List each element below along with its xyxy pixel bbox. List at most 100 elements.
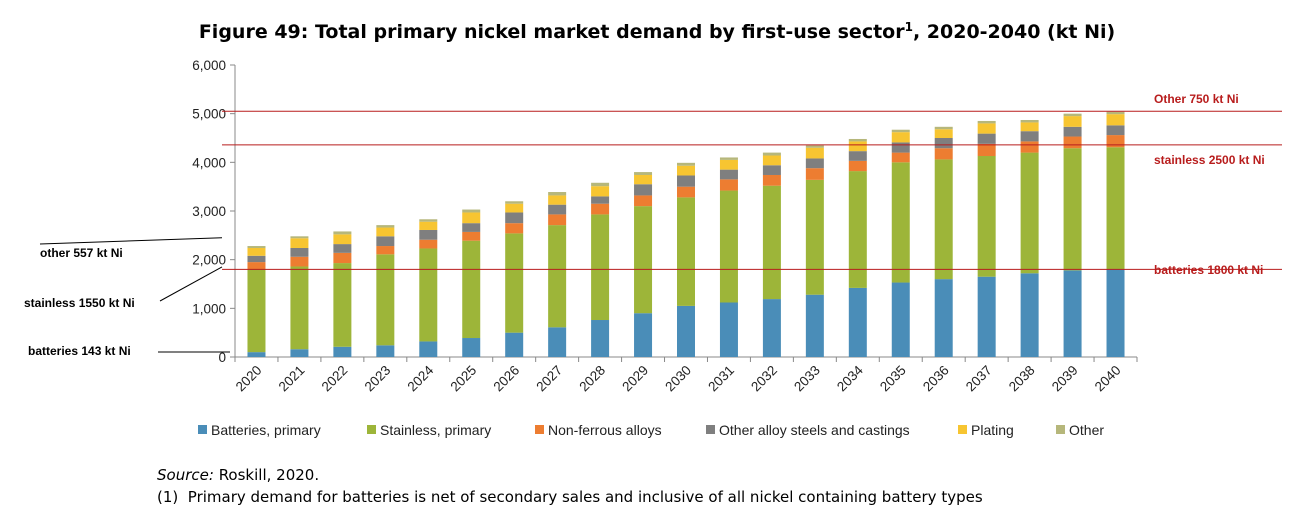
legend-label: Plating — [971, 422, 1014, 438]
bar-segment — [462, 338, 481, 357]
bar-segment — [591, 320, 610, 357]
bar-segment — [634, 174, 653, 185]
chart-title-suffix: , 2020-2040 (kt Ni) — [913, 21, 1115, 43]
bar-segment — [805, 145, 824, 148]
x-tick-label: 2027 — [533, 363, 565, 395]
bar-segment — [634, 195, 653, 207]
bar-segment — [1106, 114, 1125, 126]
bar-segment — [462, 223, 481, 232]
bar-segment — [1020, 131, 1039, 142]
bar-segment — [548, 225, 567, 328]
y-tick-label: 0 — [218, 350, 226, 365]
bar-segment — [290, 238, 309, 248]
x-tick-label: 2034 — [834, 362, 866, 394]
bar-segment — [634, 184, 653, 196]
bar-segment — [419, 341, 438, 357]
annotation-right: Other 750 kt Ni — [1154, 92, 1239, 106]
x-tick-label: 2030 — [662, 363, 694, 395]
x-tick-label: 2021 — [276, 363, 308, 395]
bar-segment — [462, 231, 481, 241]
bar-segment — [247, 246, 266, 248]
bar-segment — [505, 201, 524, 204]
y-tick-label: 5,000 — [192, 107, 226, 122]
bar-segment — [634, 206, 653, 314]
bar-segment — [591, 203, 610, 215]
bar-segment — [977, 156, 996, 277]
x-tick-label: 2040 — [1092, 363, 1124, 395]
bar-segment — [419, 219, 438, 222]
bar-segment — [977, 120, 996, 124]
bar-segment — [848, 160, 867, 172]
bar-segment — [333, 252, 352, 264]
bar-segment — [505, 332, 524, 357]
bar-segment — [719, 157, 738, 160]
bar-segment — [805, 168, 824, 180]
bar-segment — [591, 196, 610, 204]
bar-segment — [247, 247, 266, 256]
y-tick-label: 2,000 — [192, 253, 226, 268]
bar-segment — [376, 254, 395, 346]
bar-segment — [419, 221, 438, 230]
bar-segment — [677, 186, 695, 198]
x-tick-label: 2020 — [233, 363, 265, 395]
bar-segment — [376, 225, 395, 228]
legend-swatch — [706, 425, 715, 434]
bar-segment — [505, 203, 524, 213]
chart-title: Figure 49: Total primary nickel market d… — [199, 20, 1115, 43]
bar-segment — [805, 179, 824, 295]
bar-segment — [1063, 116, 1082, 127]
bar-segment — [419, 248, 438, 342]
annotation-left: other 557 kt Ni — [40, 246, 123, 260]
bar-segment — [934, 129, 953, 138]
legend-swatch — [367, 425, 376, 434]
bar-segment — [376, 227, 395, 237]
legend-swatch — [535, 425, 544, 434]
x-tick-label: 2039 — [1049, 363, 1081, 395]
annotation-right: batteries 1800 kt Ni — [1154, 263, 1263, 277]
bar-segment — [591, 182, 610, 187]
footnote-text: Primary demand for batteries is net of s… — [187, 488, 983, 506]
source-label: Source: — [157, 466, 214, 484]
bar-segment — [505, 212, 524, 224]
bar-segment — [290, 236, 309, 239]
x-tick-label: 2023 — [362, 363, 394, 395]
bar-segment — [333, 346, 352, 357]
bar-segment — [1106, 111, 1125, 115]
x-tick-label: 2028 — [576, 363, 608, 395]
legend: Batteries, primary Stainless, primary Non-… — [198, 422, 1104, 438]
bar-segment — [934, 138, 953, 149]
bar-segment — [891, 152, 910, 163]
bar-segment — [934, 159, 953, 280]
bar-segment — [1020, 273, 1039, 357]
x-tick-label: 2032 — [748, 363, 780, 395]
bar-segment — [805, 294, 824, 357]
bar-segment — [1063, 270, 1082, 357]
bar-segment — [548, 327, 567, 357]
legend-label: Other alloy steels and castings — [719, 422, 910, 438]
bar-segment — [848, 151, 867, 161]
bar-segment — [891, 282, 910, 357]
x-tick-label: 2025 — [448, 363, 480, 395]
bar-segment — [419, 229, 438, 240]
legend-label: Stainless, primary — [380, 422, 491, 438]
bar-segment — [891, 162, 910, 283]
source-line: Source: Roskill, 2020. — [157, 466, 319, 484]
annotation-layer: Other 750 kt Ni stainless 2500 kt Ni batte… — [24, 92, 1282, 358]
bar-segment — [977, 123, 996, 134]
bar-segment — [719, 159, 738, 170]
annotation-leader — [39, 237, 223, 245]
bars-layer — [247, 111, 1125, 357]
bar-segment — [934, 126, 953, 130]
x-tick-label: 2029 — [619, 363, 651, 395]
bar-segment — [762, 299, 781, 357]
bar-segment — [719, 302, 738, 357]
bar-segment — [677, 165, 695, 176]
legend-swatch — [198, 425, 207, 434]
bar-segment — [591, 214, 610, 321]
bar-segment — [1020, 152, 1039, 274]
x-tick-label: 2033 — [791, 363, 823, 395]
annotation-right: stainless 2500 kt Ni — [1154, 153, 1265, 167]
bar-segment — [333, 244, 352, 253]
bar-segment — [290, 256, 309, 267]
